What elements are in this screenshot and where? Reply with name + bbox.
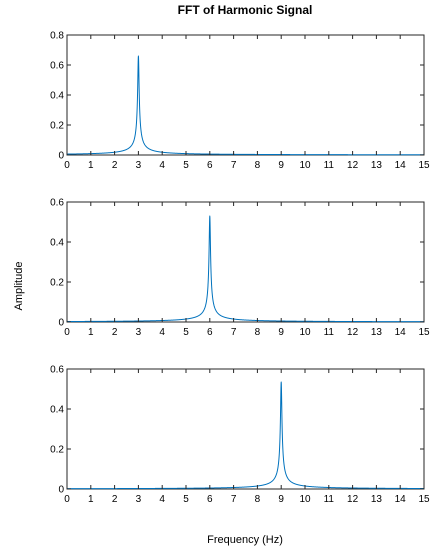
x-tick-label: 2 xyxy=(112,494,118,505)
plot-area xyxy=(66,201,425,323)
x-tick-label: 5 xyxy=(183,327,189,338)
x-tick-label: 9 xyxy=(278,160,284,171)
x-tick-label: 4 xyxy=(159,494,165,505)
x-tick-label: 3 xyxy=(136,327,142,338)
x-tick-label: 2 xyxy=(112,160,118,171)
x-tick-label: 7 xyxy=(231,160,237,171)
x-tick-label: 15 xyxy=(418,160,430,171)
x-tick-label: 4 xyxy=(159,160,165,171)
y-tick-label: 0.4 xyxy=(50,405,64,416)
x-tick-label: 8 xyxy=(255,327,261,338)
x-tick-label: 11 xyxy=(324,494,335,505)
x-tick-label: 10 xyxy=(299,160,311,171)
x-tick-label: 4 xyxy=(159,327,165,338)
figure-title: FFT of Harmonic Signal xyxy=(178,3,313,17)
x-tick-label: 7 xyxy=(231,494,237,505)
y-tick-label: 0.6 xyxy=(50,61,64,72)
x-tick-label: 12 xyxy=(347,494,359,505)
x-tick-label: 11 xyxy=(324,327,335,338)
x-tick-label: 14 xyxy=(395,327,407,338)
fft-amplitude-line xyxy=(66,55,425,156)
x-tick-label: 12 xyxy=(347,160,359,171)
x-tick-label: 5 xyxy=(183,160,189,171)
x-tick-label: 14 xyxy=(395,494,407,505)
x-tick-label: 13 xyxy=(371,494,383,505)
x-tick-label: 1 xyxy=(88,494,94,505)
x-tick-label: 14 xyxy=(395,160,407,171)
y-axis-label: Amplitude xyxy=(13,262,25,311)
x-tick-label: 5 xyxy=(183,494,189,505)
x-tick-label: 0 xyxy=(64,327,70,338)
fft-amplitude-line xyxy=(66,381,425,490)
x-tick-label: 13 xyxy=(371,160,383,171)
y-tick-label: 0 xyxy=(58,485,64,496)
x-tick-label: 12 xyxy=(347,327,359,338)
plot-area xyxy=(66,368,425,490)
x-tick-label: 10 xyxy=(299,327,311,338)
x-axis-label: Frequency (Hz) xyxy=(207,534,283,546)
x-tick-label: 0 xyxy=(64,160,70,171)
x-tick-label: 3 xyxy=(136,494,142,505)
y-tick-label: 0.4 xyxy=(50,238,64,249)
x-tick-label: 15 xyxy=(418,494,430,505)
fft-amplitude-line xyxy=(66,215,425,323)
x-tick-label: 11 xyxy=(324,160,335,171)
y-tick-label: 0.8 xyxy=(50,31,64,42)
x-tick-label: 10 xyxy=(299,494,311,505)
x-tick-label: 1 xyxy=(88,160,94,171)
y-tick-label: 0 xyxy=(58,318,64,329)
y-tick-label: 0.4 xyxy=(50,91,64,102)
x-tick-label: 7 xyxy=(231,327,237,338)
x-tick-label: 6 xyxy=(207,160,213,171)
x-tick-label: 6 xyxy=(207,327,213,338)
x-tick-label: 8 xyxy=(255,160,261,171)
y-tick-label: 0.2 xyxy=(50,121,64,132)
plot-area xyxy=(66,34,425,156)
x-tick-label: 3 xyxy=(136,160,142,171)
x-tick-label: 1 xyxy=(88,327,94,338)
y-tick-label: 0 xyxy=(58,151,64,162)
x-tick-label: 0 xyxy=(64,494,70,505)
x-tick-label: 8 xyxy=(255,494,261,505)
x-tick-label: 9 xyxy=(278,494,284,505)
y-tick-label: 0.6 xyxy=(50,198,64,209)
x-tick-label: 15 xyxy=(418,327,430,338)
x-tick-label: 2 xyxy=(112,327,118,338)
y-tick-label: 0.2 xyxy=(50,445,64,456)
y-tick-label: 0.6 xyxy=(50,365,64,376)
y-tick-label: 0.2 xyxy=(50,278,64,289)
x-tick-label: 9 xyxy=(278,327,284,338)
x-tick-label: 6 xyxy=(207,494,213,505)
x-tick-label: 13 xyxy=(371,327,383,338)
